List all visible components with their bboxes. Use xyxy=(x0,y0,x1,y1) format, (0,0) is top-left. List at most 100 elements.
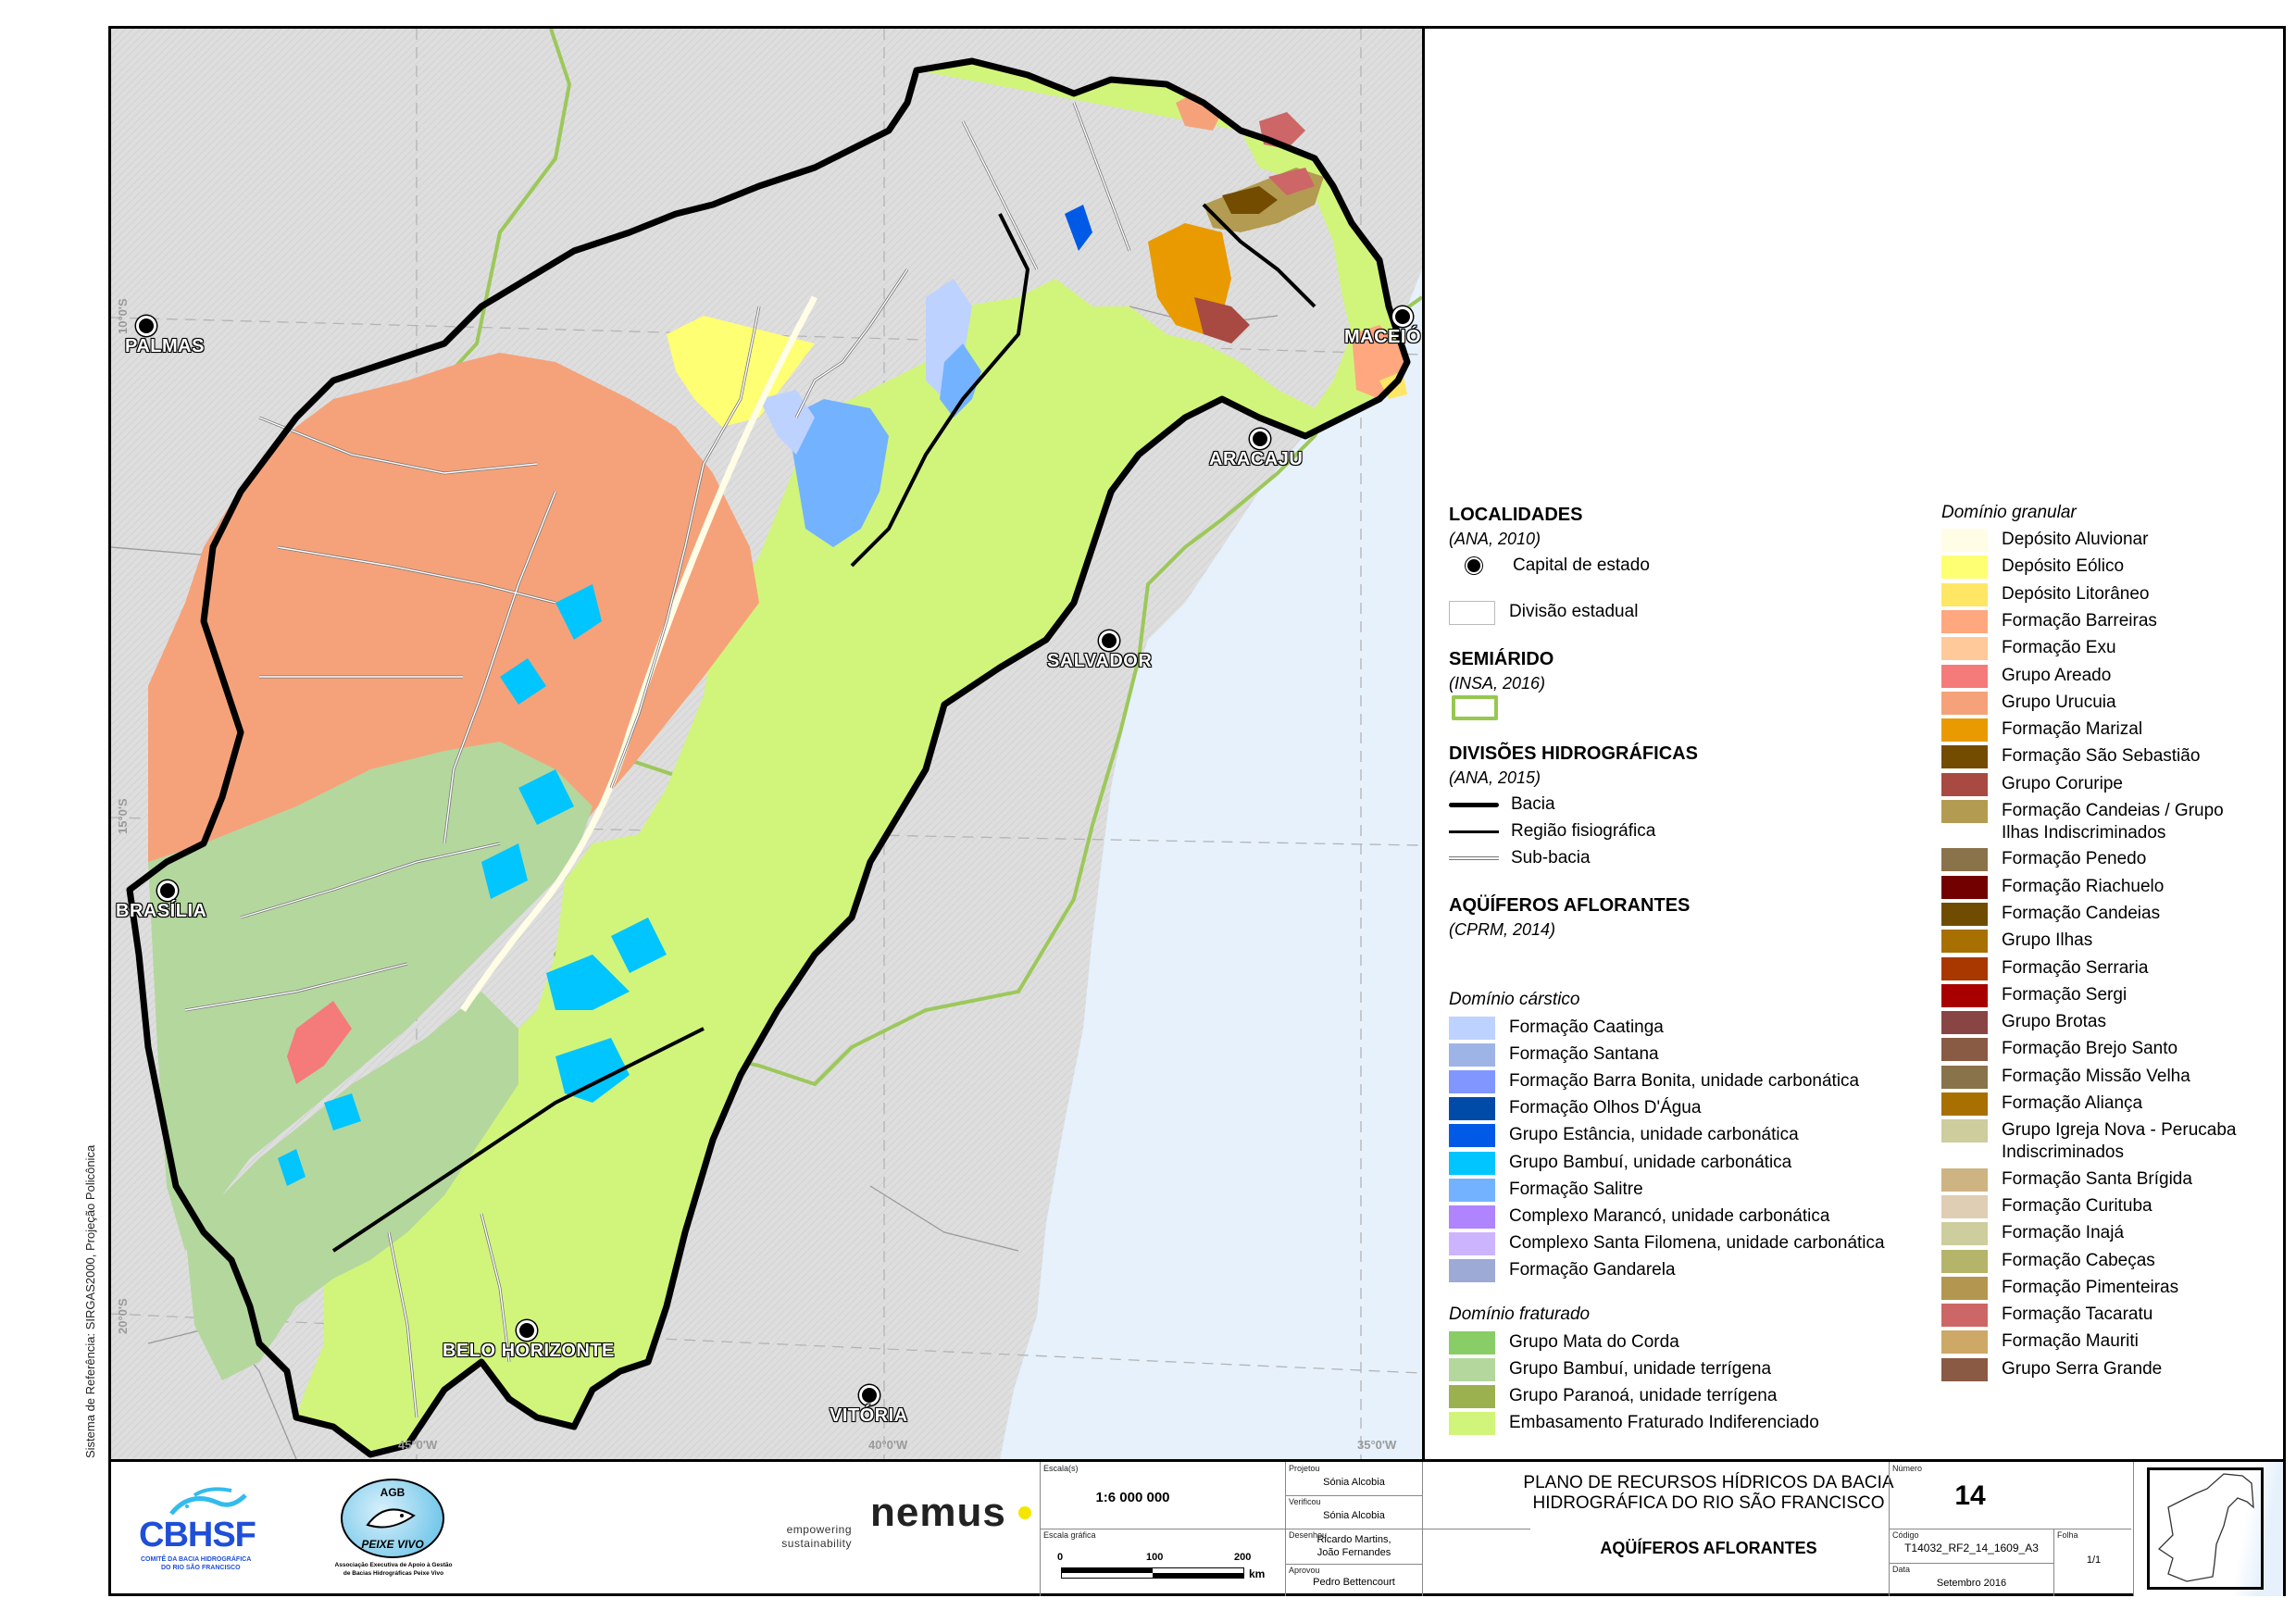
legend-item-granular: Formação Candeias / Grupo Ilhas Indiscri… xyxy=(1941,800,2252,844)
scale-bar xyxy=(1061,1567,1244,1579)
map-canvas[interactable]: 10°0'S 15°0'S 20°0'S 45°0'W 40°0'W 35°0'… xyxy=(111,29,1422,1459)
legend-item-granular: Formação Tacaratu xyxy=(1941,1304,2152,1328)
legend-swatch xyxy=(1449,1385,1495,1408)
legend-item-granular: Formação Penedo xyxy=(1941,848,2146,872)
city-belo-horizonte[interactable]: BELO HORIZONTE xyxy=(442,1320,615,1362)
legend-item-regiao: Região fisiográfica xyxy=(1449,820,1655,843)
city-vitoria[interactable]: VITÓRIA xyxy=(829,1385,908,1427)
legend-swatch xyxy=(1941,691,1988,715)
verificou-cell: Verificou Sónia Alcobia xyxy=(1285,1495,1422,1529)
legend-swatch xyxy=(1941,800,1988,823)
fish-icon xyxy=(366,1508,416,1529)
legend-swatch xyxy=(1941,902,1988,926)
legend-item-carstico: Complexo Santa Filomena, unidade carboná… xyxy=(1449,1231,1885,1255)
legend-item-bacia: Bacia xyxy=(1449,793,1555,816)
legend-swatch xyxy=(1941,529,1988,552)
legend-item-carstico: Formação Santana xyxy=(1449,1043,1659,1067)
legend-item-granular: Grupo Urucuia xyxy=(1941,691,2116,715)
legend-swatch xyxy=(1941,664,1988,688)
legend-item-subbacia: Sub-bacia xyxy=(1449,847,1591,869)
legend-localidades-title: LOCALIDADES xyxy=(1449,505,1583,525)
subbasin-line-icon xyxy=(1449,847,1499,869)
codigo-cell: Código T14032_RF2_14_1609_A3 xyxy=(1889,1529,2053,1563)
legend-swatch xyxy=(1449,1331,1495,1355)
legend-swatch xyxy=(1941,772,1988,796)
locator-map xyxy=(2147,1467,2264,1590)
legend-item-fraturado: Grupo Bambuí, unidade terrígena xyxy=(1449,1358,1771,1381)
capital-marker-icon xyxy=(157,880,178,901)
fish-logo-icon xyxy=(169,1487,247,1516)
legend-swatch xyxy=(1941,637,1988,661)
legend-swatch xyxy=(1941,1194,1988,1218)
legend-swatch xyxy=(1941,956,1988,980)
legend-item-granular: Formação Mauriti xyxy=(1941,1330,2139,1355)
legend-swatch xyxy=(1449,1231,1495,1255)
legend-item-granular: Grupo Serra Grande xyxy=(1941,1357,2162,1381)
legend-swatch xyxy=(1941,1011,1988,1035)
numero-cell: Número 14 xyxy=(1889,1462,2051,1529)
legend-item-granular: Grupo Brotas xyxy=(1941,1011,2106,1035)
map-title-line2: HIDROGRÁFICA DO RIO SÃO FRANCISCO xyxy=(1532,1493,1885,1513)
nemus-logo: empowering sustainability nemus xyxy=(741,1479,1129,1580)
agb-emblem-icon: AGB PEIXE VIVO xyxy=(341,1479,444,1558)
scale-value: 1:6 000 000 xyxy=(1095,1490,1170,1505)
legend-swatch xyxy=(1941,1276,1988,1300)
legend-item-granular: Grupo Ilhas xyxy=(1941,930,2092,954)
legend-swatch xyxy=(1941,1222,1988,1246)
map-number: 14 xyxy=(1954,1480,1986,1511)
legend-item-fraturado: Embasamento Fraturado Indiferenciado xyxy=(1449,1412,1819,1435)
city-brasilia[interactable]: BRASÍLIA xyxy=(115,880,207,922)
legend-divisoes-source: (ANA, 2015) xyxy=(1449,768,1541,787)
legend-swatch xyxy=(1449,1178,1495,1202)
legend-swatch xyxy=(1449,1151,1495,1175)
legend-swatch xyxy=(1941,1304,1988,1328)
legend-divisoes-title: DIVISÕES HIDROGRÁFICAS xyxy=(1449,743,1698,764)
capital-marker-icon xyxy=(859,1385,880,1405)
legend-semiarido-source: (INSA, 2016) xyxy=(1449,674,1546,693)
legend-item-granular: Depósito Aluvionar xyxy=(1941,529,2148,552)
legend-swatch xyxy=(1449,1070,1495,1094)
legend-item-capital: Capital de estado xyxy=(1453,555,1650,577)
legend-swatch xyxy=(1449,1043,1495,1067)
title-block: CBHSF COMITÊ DA BACIA HIDROGRÁFICA DO RI… xyxy=(108,1459,2286,1596)
legend-swatch xyxy=(1941,1167,1988,1192)
legend-swatch xyxy=(1941,930,1988,954)
legend-item-granular: Formação Missão Velha xyxy=(1941,1065,2190,1089)
city-aracaju[interactable]: ARACAJU xyxy=(1208,429,1303,470)
legend-granular-title: Domínio granular xyxy=(1941,503,2077,522)
legend-panel: LOCALIDADES (ANA, 2010) Capital de estad… xyxy=(1425,29,2283,1459)
legend-item-granular: Formação Curituba xyxy=(1941,1194,2152,1218)
capital-marker-icon xyxy=(136,316,156,336)
city-palmas[interactable]: PALMAS xyxy=(124,316,205,357)
legend-swatch xyxy=(1941,718,1988,743)
folha-cell: Folha 1/1 xyxy=(2053,1529,2133,1596)
legend-item-divisao-estadual: Divisão estadual xyxy=(1449,601,1638,625)
desenhou-cell: Desenhou Ricardo Martins, João Fernandes xyxy=(1285,1529,1422,1564)
legend-item-granular: Formação Cabeças xyxy=(1941,1249,2155,1273)
capital-marker-icon xyxy=(1250,429,1270,449)
legend-swatch xyxy=(1449,1258,1495,1282)
legend-aquiferos-source: (CPRM, 2014) xyxy=(1449,920,1556,939)
legend-swatch xyxy=(1941,1092,1988,1116)
legend-swatch xyxy=(1941,1357,1988,1381)
aprovou-cell: Aprovou Pedro Bettencourt xyxy=(1285,1564,1422,1596)
legend-item-granular: Grupo Igreja Nova - Perucaba Indiscrimin… xyxy=(1941,1119,2252,1164)
legend-item-granular: Formação Sergi xyxy=(1941,983,2127,1007)
data-cell: Data Setembro 2016 xyxy=(1889,1563,2053,1596)
legend-swatch xyxy=(1941,745,1988,769)
legend-item-granular: Formação Riachuelo xyxy=(1941,875,2164,899)
legend-item-carstico: Formação Olhos D'Água xyxy=(1449,1097,1701,1121)
city-maceio[interactable]: MACEIÓ xyxy=(1343,306,1421,348)
map-subtitle: AQÜÍFEROS AFLORANTES xyxy=(1600,1539,1817,1557)
legend-swatch xyxy=(1449,1097,1495,1121)
legend-item-granular: Formação Brejo Santo xyxy=(1941,1038,2177,1062)
legend-item-granular: Formação Aliança xyxy=(1941,1092,2142,1116)
legend-swatch xyxy=(1941,582,1988,606)
map-legend-divider xyxy=(1422,26,1425,1461)
legend-swatch xyxy=(1941,1119,1988,1143)
legend-localidades-source: (ANA, 2010) xyxy=(1449,530,1541,548)
legend-swatch xyxy=(1449,1124,1495,1148)
city-salvador[interactable]: SALVADOR xyxy=(1046,630,1152,672)
nemus-dot-icon xyxy=(1018,1506,1031,1519)
capital-marker-icon xyxy=(517,1320,537,1341)
